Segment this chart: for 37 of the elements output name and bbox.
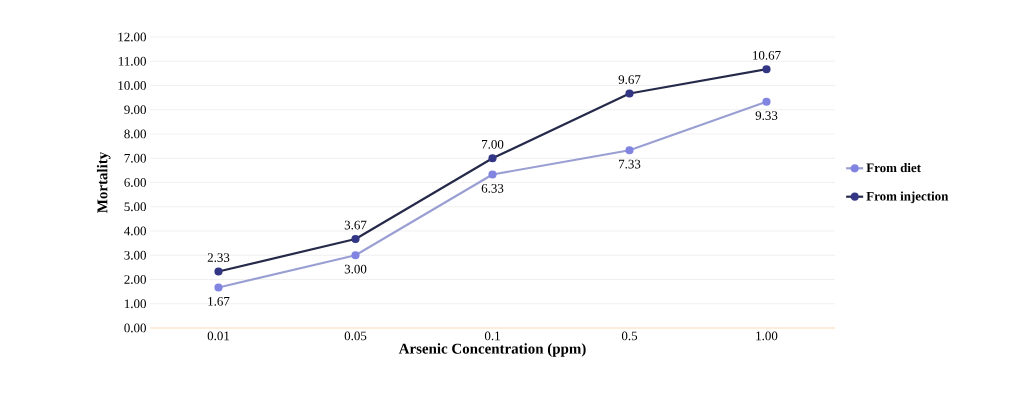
y-tick-label: 4.00 [124,226,146,236]
y-tick-label: 0.00 [124,323,146,333]
x-tick-label: 0.01 [207,331,230,341]
legend-label: From injection [866,191,949,204]
y-tick-label: 11.00 [118,56,146,66]
y-tick-label: 12.00 [118,32,146,42]
data-label: 9.67 [618,75,641,85]
y-tick-label: 7.00 [124,153,146,163]
x-tick-label: 0.1 [484,331,500,341]
data-label: 10.67 [753,50,781,60]
x-tick-label: 0.5 [621,331,638,341]
data-label: 2.33 [207,253,230,262]
y-tick-label: 6.00 [124,178,146,187]
point [351,251,360,260]
y-tick-label: 1.00 [124,299,146,309]
y-tick-label: 9.00 [124,105,146,115]
point [762,97,771,106]
y-tick-label: 2.00 [124,275,146,284]
y-tick-label: 5.00 [124,202,146,212]
data-label: 3.00 [344,264,367,274]
y-tick-label: 10.00 [118,81,146,90]
legend-label: From diet [866,163,921,173]
data-label: 3.67 [344,220,367,230]
y-tick-label: 8.00 [124,129,146,139]
data-label: 6.33 [481,183,504,193]
data-label: 7.00 [482,139,504,149]
y-tick-label: 3.00 [124,250,146,260]
point [625,146,634,155]
point [488,170,497,179]
point [214,283,223,292]
data-label: 7.33 [619,159,641,169]
y-axis-title: Mortality [96,151,111,213]
data-label: 9.33 [755,111,778,121]
data-label: 1.67 [208,297,230,306]
x-tick-label: 0.05 [344,331,367,341]
x-tick-label: 1.00 [756,331,778,341]
x-axis-title: Arsenic Concentration (ppm) [398,343,586,357]
